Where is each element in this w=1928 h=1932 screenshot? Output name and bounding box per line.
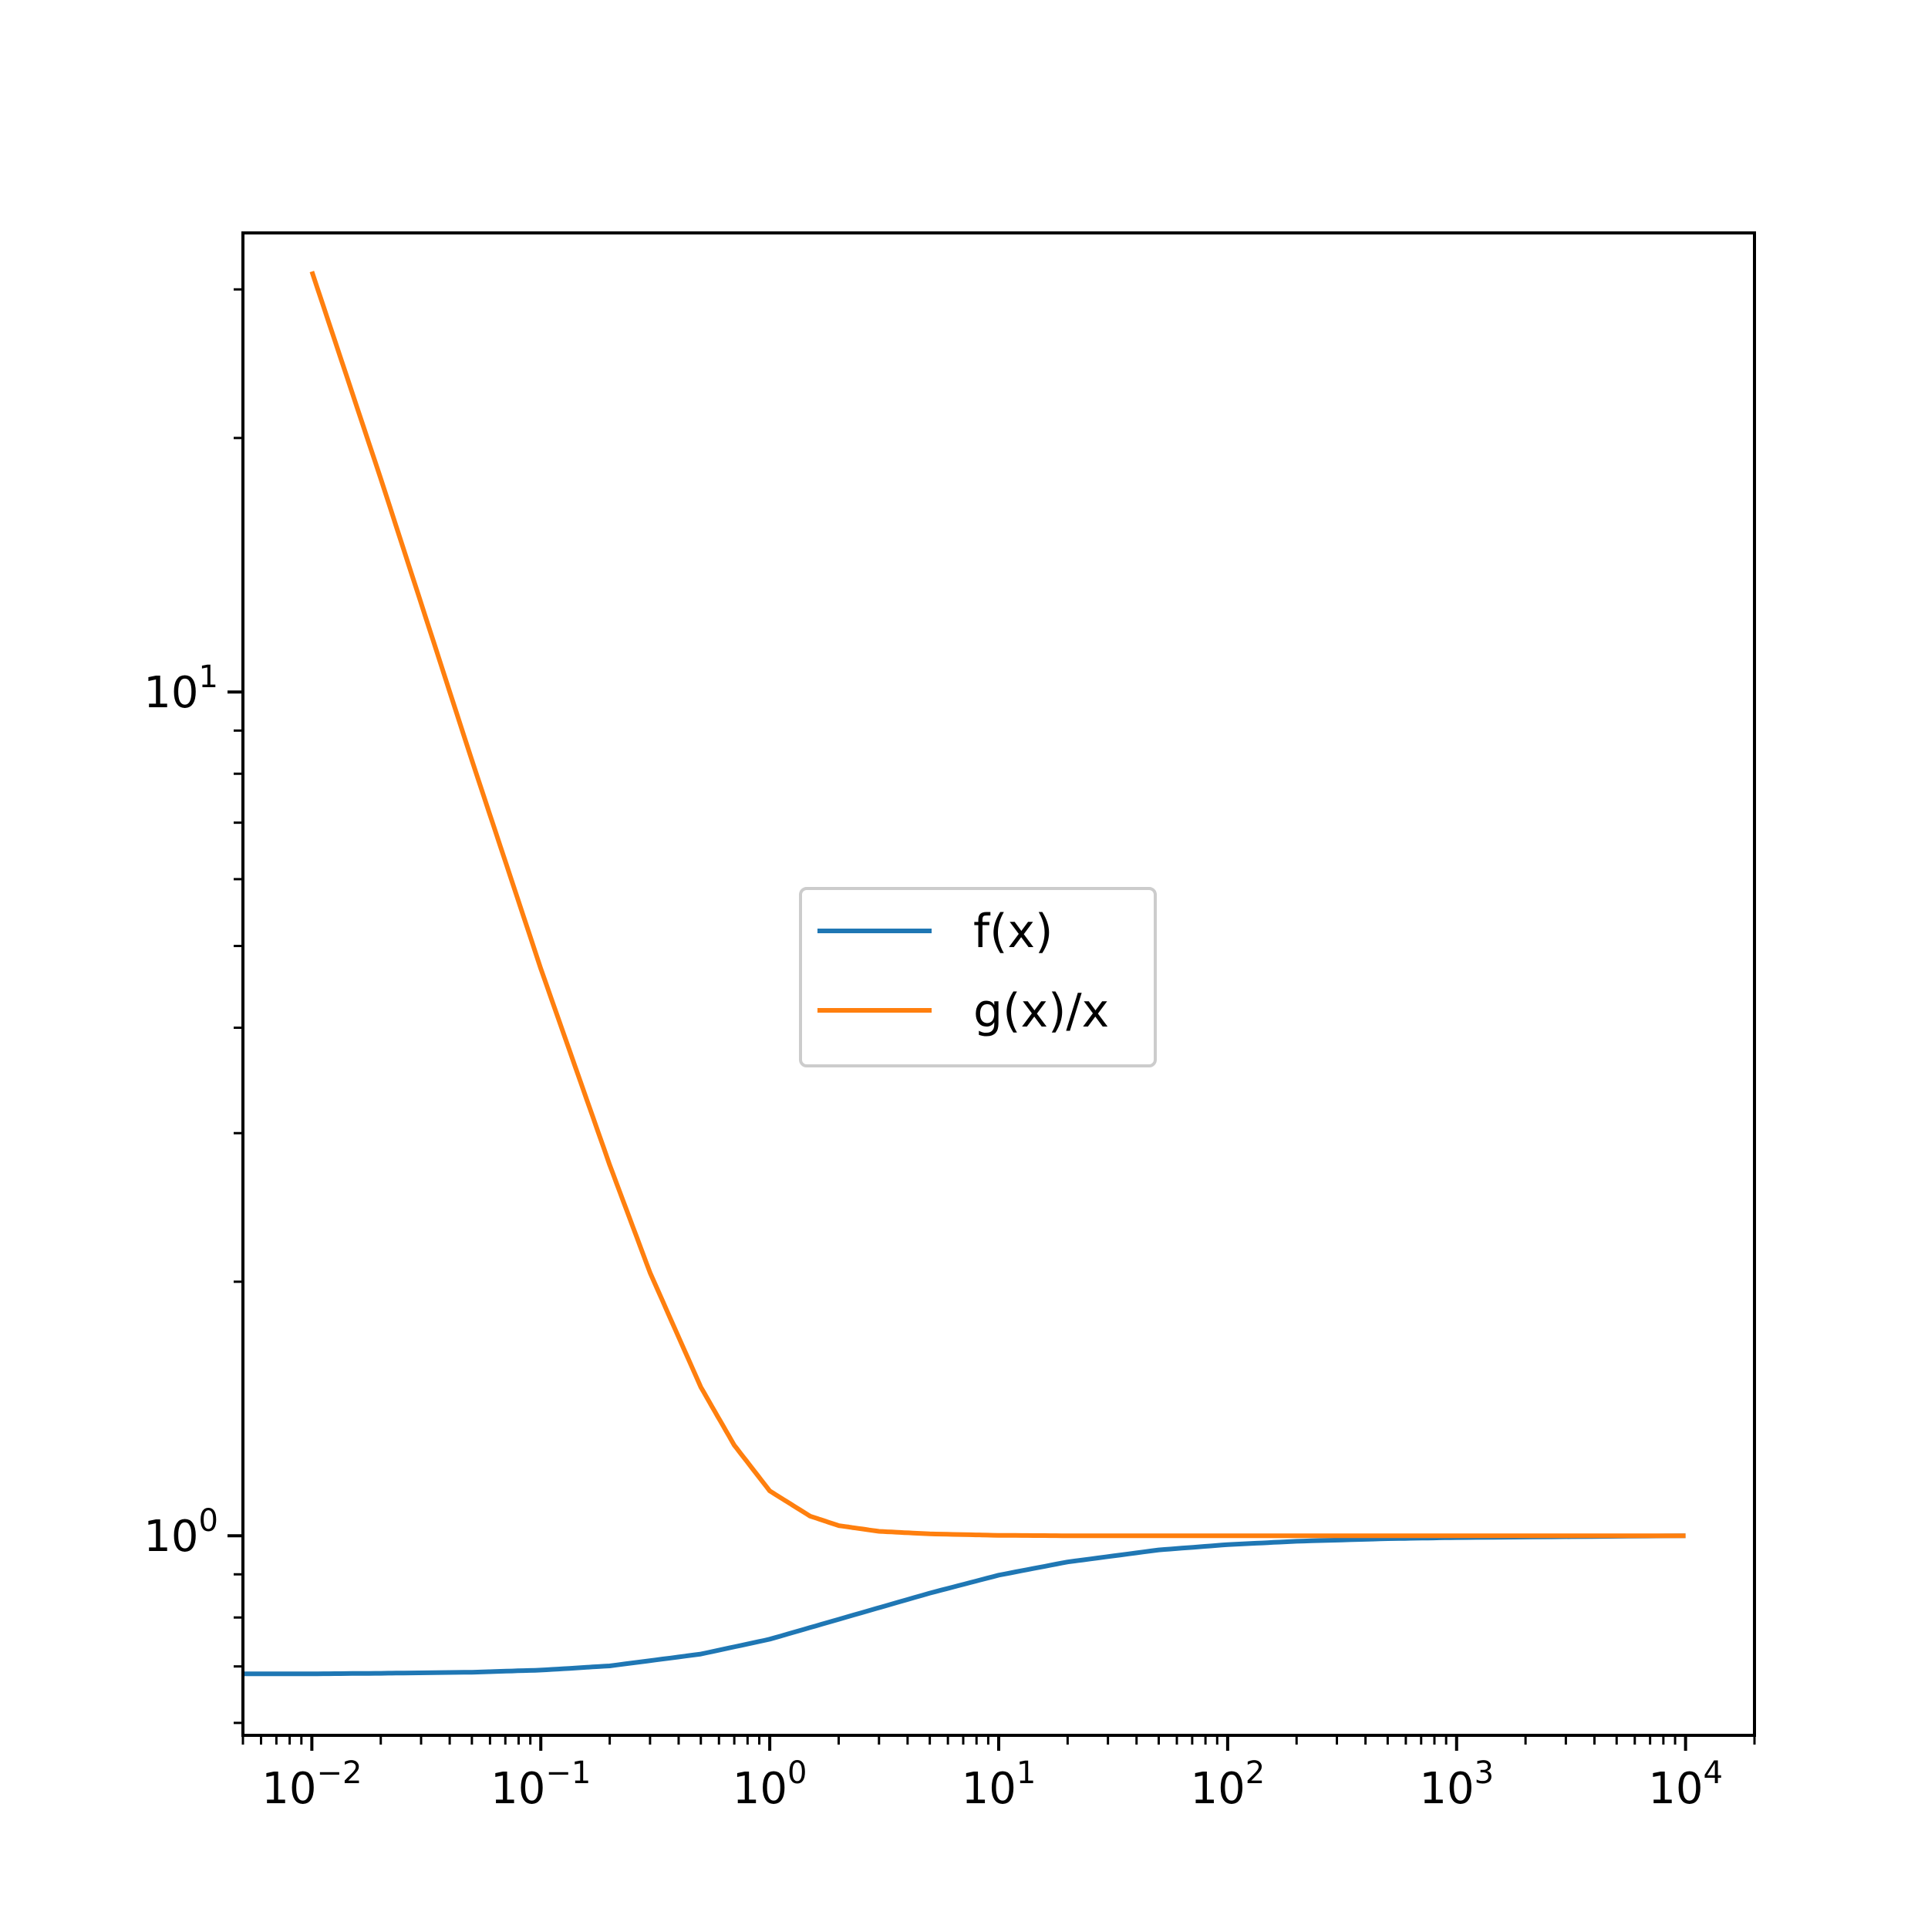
x-tick-label: 101 (962, 1755, 1036, 1814)
plot-frame (241, 231, 1756, 1737)
x-tick-label: 104 (1648, 1755, 1723, 1814)
x-tick-label: 10−2 (261, 1755, 362, 1814)
x-tick-label: 100 (733, 1755, 807, 1814)
legend: f(x) g(x)/x (799, 887, 1157, 1067)
series-line-f (243, 1533, 1686, 1677)
y-tick-label: 100 (143, 1503, 218, 1562)
x-tick-label: 10−1 (490, 1755, 591, 1814)
series-line-g-over-x (309, 271, 1686, 1539)
legend-label: f(x) (973, 905, 1053, 959)
x-tick-label: 103 (1419, 1755, 1494, 1814)
series-layer (243, 271, 1686, 1677)
y-tick-label: 101 (143, 659, 218, 718)
major-ticks: 10−2 10−1 100 101 102 103 104 100 101 (143, 659, 1723, 1814)
legend-label: g(x)/x (973, 984, 1109, 1038)
x-tick-label: 102 (1191, 1755, 1266, 1814)
